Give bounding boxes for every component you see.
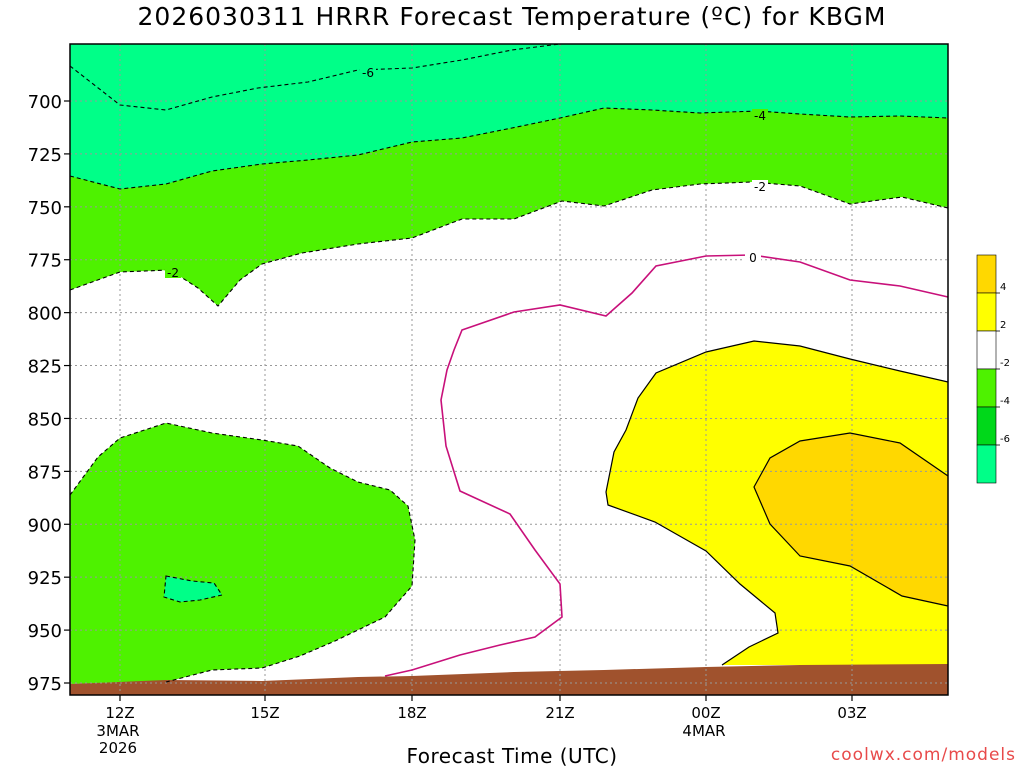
contour-label-bg bbox=[745, 251, 761, 263]
y-tick-label: 775 bbox=[28, 251, 62, 272]
contour-label: -2 bbox=[754, 180, 766, 194]
y-tick-label: 825 bbox=[28, 357, 62, 378]
contour-label: -2 bbox=[167, 266, 179, 280]
colorbar-label: -2 bbox=[1000, 358, 1010, 369]
colorbar-label: -4 bbox=[1000, 396, 1010, 407]
credit-text: coolwx.com/models bbox=[830, 745, 1016, 765]
contour-minus4-pocket-line bbox=[163, 575, 223, 603]
y-tick-label: 950 bbox=[28, 621, 62, 642]
x-tick-label: 21Z bbox=[545, 704, 574, 722]
x-tick-label: 03Z bbox=[837, 704, 866, 722]
grid-lines bbox=[70, 44, 948, 695]
contour-minus4-line bbox=[69, 107, 949, 190]
x-tick-sublabel: 3MAR bbox=[96, 722, 139, 740]
x-tick-label: 18Z bbox=[397, 704, 426, 722]
y-tick-label: 900 bbox=[28, 515, 62, 536]
colorbar-segment bbox=[976, 254, 997, 294]
contour-labels: -6 -4 -2 0 -2 bbox=[165, 66, 768, 280]
x-tick-sublabel: 2026 bbox=[99, 739, 137, 757]
fill-coldest-corner bbox=[70, 44, 560, 110]
y-tick-label: 975 bbox=[28, 674, 62, 695]
colorbar-label: 4 bbox=[1000, 282, 1006, 293]
y-tick-label: 875 bbox=[28, 462, 62, 483]
colorbar-segment bbox=[976, 406, 997, 446]
x-tick-label: 15Z bbox=[250, 704, 279, 722]
contour-zero-line bbox=[384, 254, 949, 677]
colorbar-segment bbox=[976, 368, 997, 408]
contour-label-bg bbox=[360, 66, 376, 78]
contour-plus4-line bbox=[753, 432, 949, 607]
colorbar-segment bbox=[976, 292, 997, 332]
chart-title: 2026030311 HRRR Forecast Temperature (ºC… bbox=[137, 2, 887, 31]
y-tick-label: 725 bbox=[28, 145, 62, 166]
fill-cold-lower bbox=[70, 423, 415, 684]
contour-label: -4 bbox=[754, 109, 766, 123]
y-tick-label: 850 bbox=[28, 409, 62, 430]
plot-frame bbox=[69, 43, 949, 696]
colorbar-segment bbox=[976, 444, 997, 484]
y-tick-label: 700 bbox=[28, 92, 62, 113]
contour-label: -6 bbox=[362, 66, 374, 80]
fill-warmer bbox=[754, 433, 948, 606]
x-tick-sublabel: 4MAR bbox=[682, 722, 725, 740]
contour-label-bg bbox=[752, 180, 768, 192]
fill-ground bbox=[70, 664, 948, 695]
contour-label-bg bbox=[752, 109, 768, 121]
x-tick-label: 00Z bbox=[691, 704, 720, 722]
x-tick-label: 12Z bbox=[105, 704, 134, 722]
contour-label: 0 bbox=[749, 251, 757, 265]
colorbar-label: -6 bbox=[1000, 434, 1010, 445]
y-tick-label: 750 bbox=[28, 198, 62, 219]
y-tick-label: 925 bbox=[28, 568, 62, 589]
contour-minus6-line bbox=[69, 43, 561, 111]
contour-plus2-line bbox=[605, 340, 949, 666]
colorbar: 4 2 -2 -4 -6 bbox=[976, 254, 1010, 484]
contour-label-bg bbox=[165, 266, 181, 278]
colorbar-label: 2 bbox=[1000, 320, 1006, 331]
y-tick-label: 800 bbox=[28, 304, 62, 325]
y-axis: 700 725 750 775 800 825 850 875 900 925 950 975 bbox=[28, 92, 70, 695]
contour-minus2-line bbox=[69, 181, 949, 307]
colorbar-segment bbox=[976, 330, 997, 370]
x-axis-title: Forecast Time (UTC) bbox=[406, 744, 618, 768]
